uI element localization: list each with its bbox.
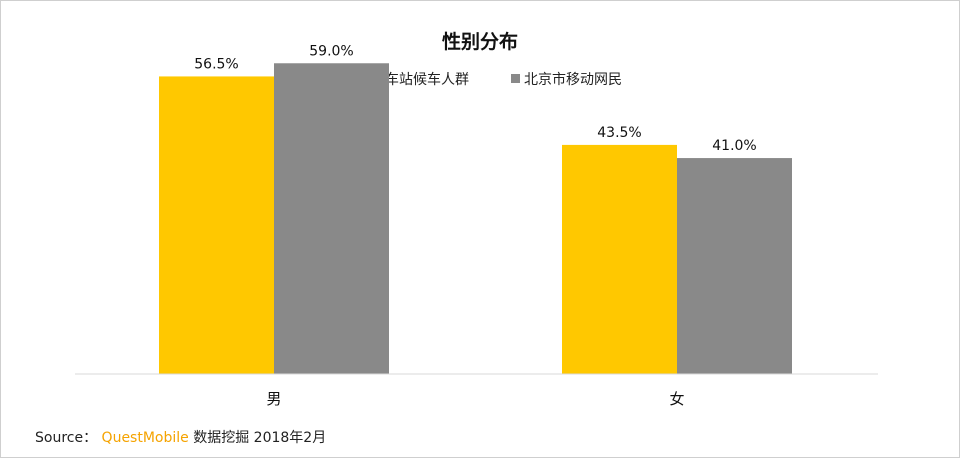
source-brand: QuestMobile — [101, 430, 189, 446]
value-label-男-series-1: 56.5% — [194, 56, 238, 72]
x-axis-label-1: 男 — [266, 390, 281, 408]
bar-男-series-1 — [159, 76, 274, 374]
x-axis-label-group: 男女 — [266, 390, 684, 408]
value-label-男-series-2: 59.0% — [309, 43, 353, 59]
bar-女-series-1 — [562, 144, 677, 374]
value-label-group: 56.5% 59.0% 43.5% 41.0% — [194, 43, 756, 154]
value-label-女-series-2: 41.0% — [712, 138, 756, 154]
source-suffix: 数据挖掘 2018年2月 — [193, 430, 327, 446]
bar-女-series-2 — [677, 158, 792, 374]
legend-swatch-series-2 — [511, 74, 520, 83]
legend-label-series-2: 北京市移动网民 — [524, 71, 622, 88]
x-axis-label-2: 女 — [669, 390, 684, 408]
source-prefix: Source： — [35, 430, 98, 446]
bar-group — [159, 63, 792, 375]
value-label-女-series-1: 43.5% — [597, 125, 641, 141]
chart-title: 性别分布 — [442, 30, 518, 53]
source-note: Source： QuestMobile 数据挖掘 2018年2月 — [35, 427, 326, 447]
bar-男-series-2 — [274, 63, 389, 375]
